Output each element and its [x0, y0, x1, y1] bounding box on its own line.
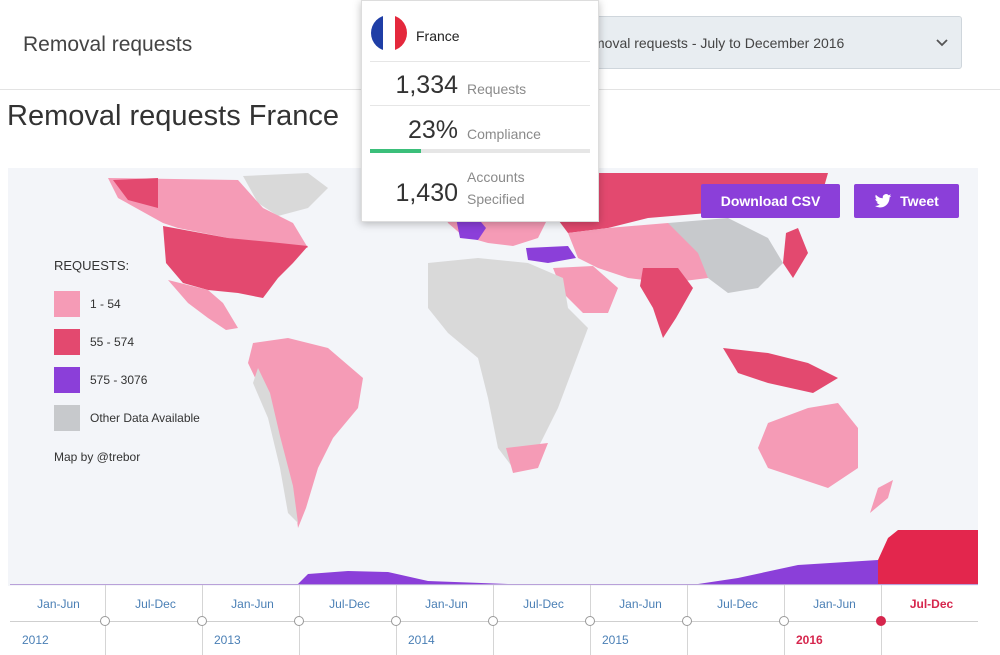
legend-label: Other Data Available	[90, 411, 200, 425]
popup-accounts-label-line1: Accounts	[467, 169, 525, 185]
timeline-year-2014[interactable]: 2014	[408, 633, 435, 647]
legend-item: Other Data Available	[54, 399, 200, 437]
timeline-year-2013[interactable]: 2013	[214, 633, 241, 647]
map-region-se-asia[interactable]	[723, 348, 838, 393]
timeline-year-2012[interactable]: 2012	[22, 633, 49, 647]
map-region-alaska[interactable]	[113, 178, 158, 208]
download-csv-label: Download CSV	[720, 193, 821, 209]
timeline-year-2016[interactable]: 2016	[796, 633, 823, 647]
map-region-south-america[interactable]	[248, 338, 363, 528]
legend-swatch	[54, 329, 80, 355]
map-region-new-zealand[interactable]	[870, 480, 893, 513]
chevron-down-icon	[936, 39, 948, 47]
popup-requests-label: Requests	[467, 81, 527, 97]
map-region-australia[interactable]	[758, 403, 858, 488]
timeline-dot[interactable]	[585, 616, 595, 626]
timeline-period-2[interactable]: Jan-Jun	[231, 597, 274, 611]
timeline-dot[interactable]	[391, 616, 401, 626]
download-csv-button[interactable]: Download CSV	[701, 184, 840, 218]
timeline-dot[interactable]	[682, 616, 692, 626]
popup-accounts-label-line2: Specified	[467, 191, 525, 207]
compliance-bar	[370, 149, 590, 153]
timeline-period-8[interactable]: Jan-Jun	[813, 597, 856, 611]
legend-item: 1 - 54	[54, 285, 200, 323]
popup-compliance-value: 23%	[407, 116, 458, 144]
twitter-bird-icon	[874, 193, 892, 207]
timeline-period-0[interactable]: Jan-Jun	[37, 597, 80, 611]
france-flag-icon	[371, 15, 407, 51]
popup-accounts-value: 1,430	[395, 179, 458, 207]
timeline-period-1[interactable]: Jul-Dec	[135, 597, 176, 611]
legend-label: 55 - 574	[90, 335, 135, 349]
map-legend: REQUESTS: 1 - 54 55 - 574 575 - 3076 Oth…	[54, 258, 200, 437]
country-popup: France 1,334 Requests 23% Compliance 1,4…	[361, 0, 599, 222]
timeline-dot[interactable]	[488, 616, 498, 626]
legend-swatch	[54, 291, 80, 317]
popup-divider	[370, 61, 590, 62]
legend-label: 1 - 54	[90, 297, 121, 311]
popup-country: France	[416, 28, 460, 44]
tweet-label: Tweet	[900, 193, 939, 209]
popup-requests-value: 1,334	[395, 71, 458, 99]
map-region-usa[interactable]	[163, 226, 308, 298]
popup-divider	[370, 105, 590, 106]
timeline-dot[interactable]	[197, 616, 207, 626]
period-select-value: moval requests - July to December 2016	[593, 35, 845, 51]
map-region-japan[interactable]	[783, 228, 808, 278]
timeline-period-4[interactable]: Jan-Jun	[425, 597, 468, 611]
map-credit: Map by @trebor	[54, 450, 141, 464]
timeline-period-3[interactable]: Jul-Dec	[329, 597, 370, 611]
timeline-period-9[interactable]: Jul-Dec	[909, 597, 954, 611]
timeline-dot[interactable]	[876, 616, 886, 626]
map-region-middle-east[interactable]	[553, 266, 618, 313]
timeline-active-volume	[878, 530, 978, 584]
period-select[interactable]: moval requests - July to December 2016	[578, 16, 962, 69]
timeline-dot[interactable]	[294, 616, 304, 626]
map-region-turkey[interactable]	[526, 246, 576, 263]
timeline-dot[interactable]	[779, 616, 789, 626]
map-region-greenland[interactable]	[243, 173, 328, 216]
timeline-period-5[interactable]: Jul-Dec	[523, 597, 564, 611]
map-region-china[interactable]	[668, 218, 783, 293]
legend-swatch	[54, 367, 80, 393]
map-region-mexico[interactable]	[168, 280, 238, 330]
legend-title: REQUESTS:	[54, 258, 130, 273]
timeline-axis	[10, 584, 978, 585]
legend-item: 55 - 574	[54, 323, 200, 361]
legend-item: 575 - 3076	[54, 361, 200, 399]
timeline-period-6[interactable]: Jan-Jun	[619, 597, 662, 611]
map-region-india[interactable]	[640, 268, 693, 338]
legend-label: 575 - 3076	[90, 373, 148, 387]
compliance-bar-fill	[370, 149, 421, 153]
map-region-france[interactable]	[456, 216, 486, 240]
timeline-dot[interactable]	[100, 616, 110, 626]
map-region-africa[interactable]	[428, 258, 588, 468]
legend-swatch	[54, 405, 80, 431]
timeline-period-7[interactable]: Jul-Dec	[717, 597, 758, 611]
tweet-button[interactable]: Tweet	[854, 184, 959, 218]
page-title: Removal requests France	[7, 100, 340, 132]
popup-accounts-label: Accounts Specified	[467, 166, 525, 210]
header-title: Removal requests	[23, 33, 193, 56]
map-region-peru-chile[interactable]	[253, 368, 298, 523]
map-region-south-africa[interactable]	[506, 443, 548, 473]
popup-compliance-label: Compliance	[467, 126, 541, 142]
timeline-year-2015[interactable]: 2015	[602, 633, 629, 647]
timeline-volume-chart	[298, 560, 878, 584]
